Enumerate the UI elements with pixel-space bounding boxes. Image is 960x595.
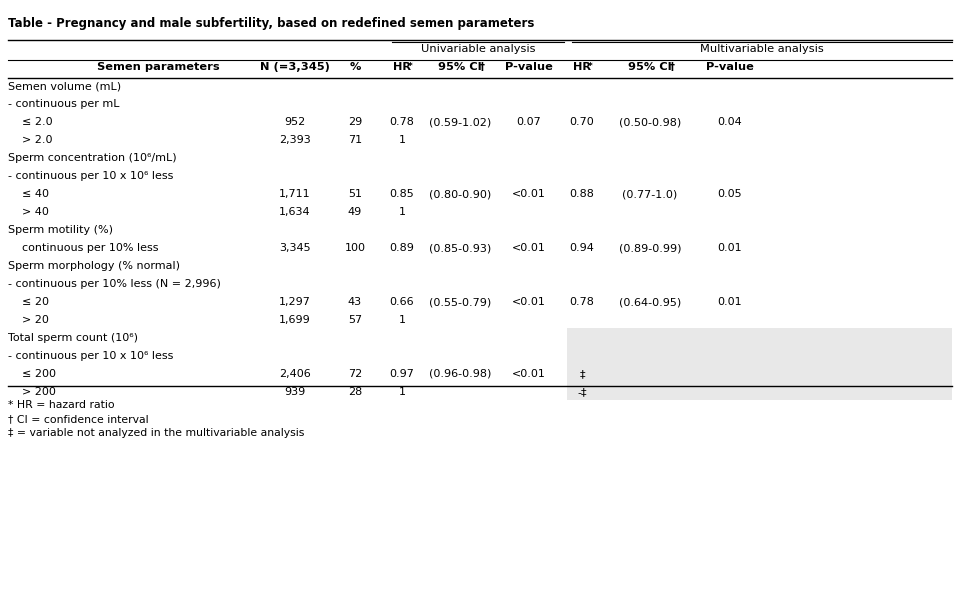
Text: > 20: > 20 xyxy=(8,315,49,325)
Text: (0.50-0.98): (0.50-0.98) xyxy=(619,117,682,127)
Text: 952: 952 xyxy=(284,117,305,127)
Text: 0.04: 0.04 xyxy=(718,117,742,127)
Text: 1,297: 1,297 xyxy=(279,297,311,307)
Text: 0.05: 0.05 xyxy=(718,189,742,199)
FancyBboxPatch shape xyxy=(567,382,952,400)
Text: † CI = confidence interval: † CI = confidence interval xyxy=(8,414,149,424)
Text: Table - Pregnancy and male subfertility, based on redefined semen parameters: Table - Pregnancy and male subfertility,… xyxy=(8,17,535,30)
Text: <0.01: <0.01 xyxy=(512,297,546,307)
Text: 0.07: 0.07 xyxy=(516,117,541,127)
Text: (0.80-0.90): (0.80-0.90) xyxy=(429,189,492,199)
Text: (0.55-0.79): (0.55-0.79) xyxy=(429,297,492,307)
Text: Sperm morphology (% normal): Sperm morphology (% normal) xyxy=(8,261,180,271)
Text: †: † xyxy=(480,62,485,72)
Text: HR: HR xyxy=(393,62,411,72)
FancyBboxPatch shape xyxy=(567,346,952,364)
Text: 939: 939 xyxy=(284,387,305,397)
Text: 57: 57 xyxy=(348,315,362,325)
Text: (0.59-1.02): (0.59-1.02) xyxy=(429,117,492,127)
Text: (0.77-1.0): (0.77-1.0) xyxy=(622,189,678,199)
Text: 1: 1 xyxy=(398,207,405,217)
Text: 0.78: 0.78 xyxy=(390,117,415,127)
Text: ≤ 20: ≤ 20 xyxy=(8,297,49,307)
Text: (0.85-0.93): (0.85-0.93) xyxy=(429,243,492,253)
Text: > 2.0: > 2.0 xyxy=(8,135,53,145)
Text: 49: 49 xyxy=(348,207,362,217)
Text: 71: 71 xyxy=(348,135,362,145)
Text: 1: 1 xyxy=(398,135,405,145)
Text: 0.70: 0.70 xyxy=(569,117,594,127)
Text: 0.88: 0.88 xyxy=(569,189,594,199)
Text: 100: 100 xyxy=(345,243,366,253)
FancyBboxPatch shape xyxy=(567,364,952,382)
Text: <0.01: <0.01 xyxy=(512,243,546,253)
Text: 28: 28 xyxy=(348,387,362,397)
Text: continuous per 10% less: continuous per 10% less xyxy=(8,243,158,253)
Text: Semen volume (mL): Semen volume (mL) xyxy=(8,81,121,91)
Text: %: % xyxy=(349,62,361,72)
Text: 0.97: 0.97 xyxy=(390,369,415,379)
Text: (0.96-0.98): (0.96-0.98) xyxy=(429,369,492,379)
Text: 1: 1 xyxy=(398,315,405,325)
Text: 0.01: 0.01 xyxy=(718,243,742,253)
Text: P-value: P-value xyxy=(706,62,754,72)
Text: 72: 72 xyxy=(348,369,362,379)
Text: - continuous per 10 x 10⁶ less: - continuous per 10 x 10⁶ less xyxy=(8,351,174,361)
Text: Univariable analysis: Univariable analysis xyxy=(420,44,536,54)
Text: > 40: > 40 xyxy=(8,207,49,217)
Text: 1,634: 1,634 xyxy=(279,207,311,217)
Text: Sperm concentration (10⁶/mL): Sperm concentration (10⁶/mL) xyxy=(8,153,177,163)
Text: 0.01: 0.01 xyxy=(718,297,742,307)
Text: Multivariable analysis: Multivariable analysis xyxy=(700,44,824,54)
Text: ‡: ‡ xyxy=(579,369,585,379)
Text: 0.78: 0.78 xyxy=(569,297,594,307)
Text: 2,406: 2,406 xyxy=(279,369,311,379)
Text: <0.01: <0.01 xyxy=(512,369,546,379)
Text: 1,699: 1,699 xyxy=(279,315,311,325)
Text: 3,345: 3,345 xyxy=(279,243,311,253)
Text: 2,393: 2,393 xyxy=(279,135,311,145)
Text: ‡ = variable not analyzed in the multivariable analysis: ‡ = variable not analyzed in the multiva… xyxy=(8,428,304,438)
Text: - continuous per 10 x 10⁶ less: - continuous per 10 x 10⁶ less xyxy=(8,171,174,181)
Text: *: * xyxy=(408,62,413,71)
Text: 95% CI: 95% CI xyxy=(438,62,482,72)
Text: 0.66: 0.66 xyxy=(390,297,415,307)
Text: (0.89-0.99): (0.89-0.99) xyxy=(619,243,682,253)
Text: 43: 43 xyxy=(348,297,362,307)
Text: P-value: P-value xyxy=(505,62,553,72)
Text: (0.64-0.95): (0.64-0.95) xyxy=(619,297,682,307)
Text: ≤ 2.0: ≤ 2.0 xyxy=(8,117,53,127)
Text: - continuous per 10% less (N = 2,996): - continuous per 10% less (N = 2,996) xyxy=(8,279,221,289)
Text: †: † xyxy=(669,62,675,72)
FancyBboxPatch shape xyxy=(567,328,952,346)
Text: -‡: -‡ xyxy=(577,387,587,397)
Text: 51: 51 xyxy=(348,189,362,199)
Text: 95% CI: 95% CI xyxy=(628,62,672,72)
Text: 29: 29 xyxy=(348,117,362,127)
Text: <0.01: <0.01 xyxy=(512,189,546,199)
Text: ≤ 200: ≤ 200 xyxy=(8,369,56,379)
Text: Sperm motility (%): Sperm motility (%) xyxy=(8,225,113,235)
Text: *: * xyxy=(588,62,592,71)
Text: ≤ 40: ≤ 40 xyxy=(8,189,49,199)
Text: 1: 1 xyxy=(398,387,405,397)
Text: 0.85: 0.85 xyxy=(390,189,415,199)
Text: N (=3,345): N (=3,345) xyxy=(260,62,330,72)
Text: * HR = hazard ratio: * HR = hazard ratio xyxy=(8,400,114,410)
Text: 0.89: 0.89 xyxy=(390,243,415,253)
Text: Semen parameters: Semen parameters xyxy=(97,62,219,72)
Text: Total sperm count (10⁶): Total sperm count (10⁶) xyxy=(8,333,138,343)
Text: 1,711: 1,711 xyxy=(279,189,311,199)
Text: - continuous per mL: - continuous per mL xyxy=(8,99,119,109)
Text: 0.94: 0.94 xyxy=(569,243,594,253)
Text: HR: HR xyxy=(573,62,591,72)
Text: > 200: > 200 xyxy=(8,387,56,397)
